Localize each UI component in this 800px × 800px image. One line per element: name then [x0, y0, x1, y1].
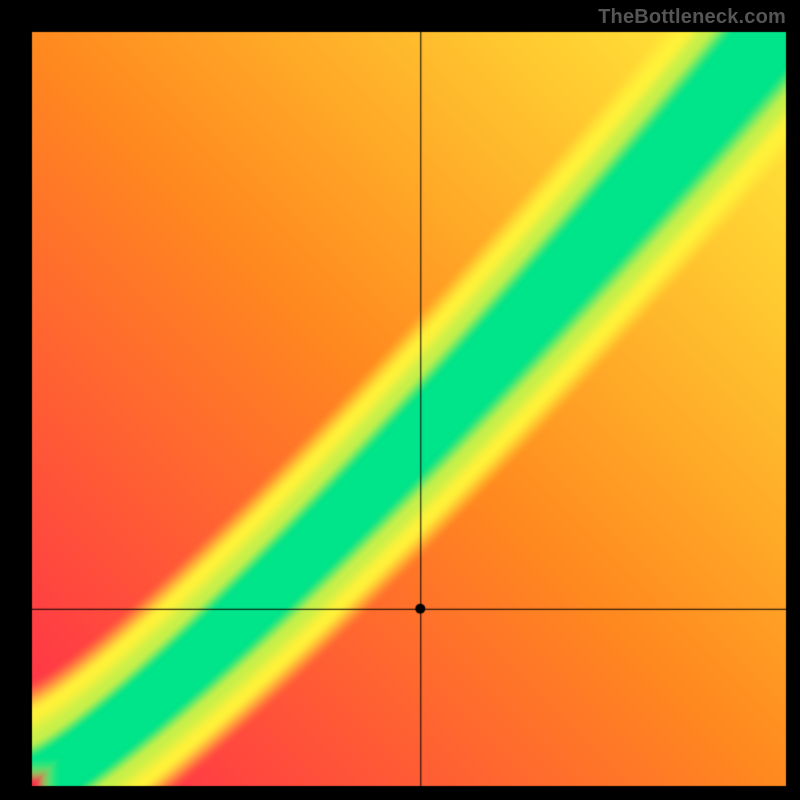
attribution-label: TheBottleneck.com: [598, 6, 786, 29]
bottleneck-heatmap: [0, 0, 800, 800]
chart-container: TheBottleneck.com: [0, 0, 800, 800]
